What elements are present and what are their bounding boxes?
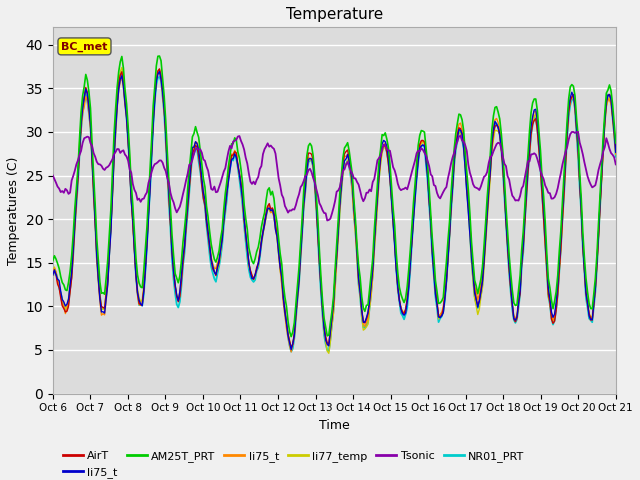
Y-axis label: Temperatures (C): Temperatures (C)	[7, 156, 20, 264]
Text: BC_met: BC_met	[61, 41, 108, 51]
X-axis label: Time: Time	[319, 419, 349, 432]
Legend: AirT, li75_t, AM25T_PRT, li75_t, li77_temp, Tsonic, NR01_PRT: AirT, li75_t, AM25T_PRT, li75_t, li77_te…	[58, 447, 529, 480]
Title: Temperature: Temperature	[285, 7, 383, 22]
